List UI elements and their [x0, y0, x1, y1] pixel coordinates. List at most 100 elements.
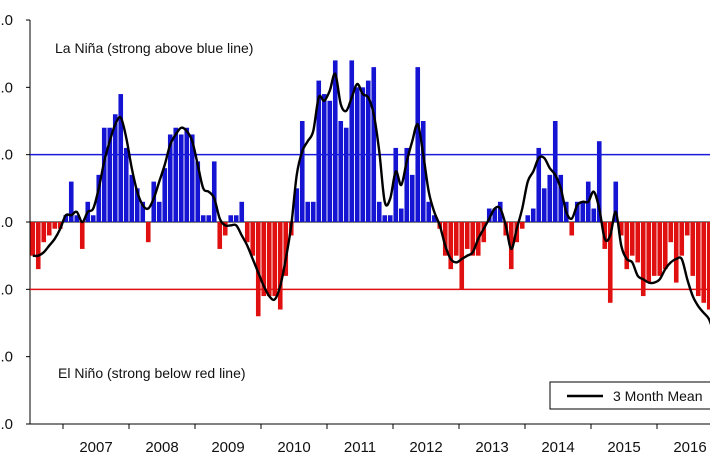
bar [151, 181, 157, 222]
bar [673, 222, 679, 283]
bar [453, 222, 459, 256]
bar [145, 222, 151, 243]
bar [222, 222, 228, 236]
bar [283, 222, 289, 276]
bar [376, 201, 382, 222]
bar [140, 201, 146, 222]
bar [74, 215, 80, 222]
bar [112, 114, 118, 222]
bar [57, 222, 63, 229]
y-tick-label: .0 [0, 349, 13, 366]
bar [426, 201, 432, 222]
x-axis-tick-labels: 2007 2008 2009 2010 2011 2012 2013 2014 2015 2016… [62, 424, 707, 456]
bar [239, 201, 245, 222]
bar [266, 222, 272, 297]
x-tick-label: 2012 [409, 439, 442, 456]
bar [409, 174, 415, 222]
bar [365, 80, 371, 222]
bar [173, 127, 179, 222]
bar [338, 121, 344, 222]
bar [398, 208, 404, 222]
bar [497, 201, 503, 222]
bar [68, 181, 74, 222]
x-tick-label: 2013 [475, 439, 508, 456]
bar [624, 222, 630, 270]
x-tick-label: 2009 [211, 439, 244, 456]
x-tick-label: 2016 [673, 439, 706, 456]
bar [464, 222, 470, 249]
three-month-mean-line [32, 72, 710, 326]
mean-line-series [32, 72, 710, 326]
bar [184, 127, 190, 222]
bar [569, 222, 575, 236]
bar [35, 222, 41, 270]
bar [217, 222, 223, 249]
y-tick-label: .0 [0, 214, 13, 231]
bar [272, 222, 278, 297]
bar [321, 94, 327, 222]
bar [118, 94, 124, 222]
x-tick-label: 2015 [607, 439, 640, 456]
x-tick-label: 2007 [79, 439, 112, 456]
legend: 3 Month Mean [549, 381, 710, 410]
threshold-lines [30, 153, 710, 291]
bar [255, 222, 261, 317]
bar [668, 222, 674, 243]
bar [470, 222, 476, 256]
bar [536, 147, 542, 222]
bar [349, 60, 355, 223]
bar [123, 147, 129, 222]
y-tick-label: .0 [0, 147, 13, 164]
bar [607, 222, 613, 303]
bar [695, 222, 701, 297]
bar [420, 121, 426, 222]
bar [640, 222, 646, 297]
bar [305, 201, 311, 222]
y-axis-tick-labels: .0 .0 .0 .0 .0 .0 .0 [0, 12, 30, 433]
bar [96, 174, 102, 222]
x-tick-label: 2014 [541, 439, 574, 456]
bar [52, 222, 58, 229]
y-tick-label: .0 [0, 416, 13, 433]
bar [206, 215, 212, 222]
bar [519, 222, 525, 229]
bar [657, 222, 663, 276]
bar [41, 222, 47, 243]
bar [167, 134, 173, 222]
bar [508, 222, 514, 270]
bar [431, 215, 437, 222]
bar [332, 60, 338, 223]
bar [574, 201, 580, 222]
bar [233, 215, 239, 222]
bar [250, 222, 256, 256]
bar [129, 174, 135, 222]
bar [90, 215, 96, 222]
x-tick-label: 2011 [344, 439, 376, 456]
bar [629, 222, 635, 256]
bar [613, 181, 619, 222]
bar [244, 222, 250, 243]
bar [404, 147, 410, 222]
x-tick-label: 2010 [277, 439, 310, 456]
bar [46, 222, 52, 236]
bar [706, 222, 710, 310]
bar [448, 222, 454, 270]
bar [310, 201, 316, 222]
legend-label: 3 Month Mean [613, 388, 703, 404]
bar [277, 222, 283, 310]
bar [162, 168, 168, 222]
bar [178, 134, 184, 222]
bar [679, 222, 685, 256]
bar [591, 208, 597, 222]
bar [327, 100, 333, 222]
annotation-la-nina: La Niña (strong above blue line) [55, 40, 253, 56]
bar [294, 188, 300, 222]
bar [382, 215, 388, 222]
y-tick-label: .0 [0, 281, 13, 298]
bar [459, 222, 465, 290]
y-tick-label: .0 [0, 79, 13, 96]
annotation-el-nino: El Niño (strong below red line) [58, 365, 246, 381]
bar [63, 215, 69, 222]
bar [228, 215, 234, 222]
bar [530, 208, 536, 222]
